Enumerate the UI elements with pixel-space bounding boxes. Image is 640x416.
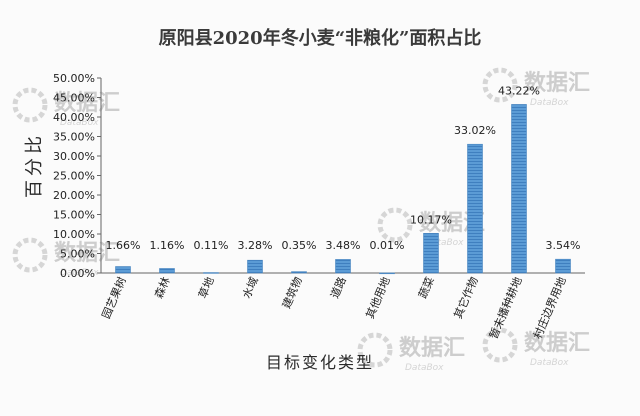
x-axis-title: 目标变化类型 (266, 353, 374, 372)
watermark-logo-icon (482, 327, 518, 363)
watermark: 数据汇 DataBox (12, 87, 120, 128)
y-tick-label: 5.00% (60, 248, 95, 261)
bar (379, 272, 395, 275)
data-label: 0.01% (370, 239, 405, 252)
category-label: 其他用地 (364, 275, 393, 321)
watermark: 数据汇 DataBox (482, 327, 590, 368)
watermark-text: 数据汇 (399, 335, 465, 361)
watermark: 数据汇 DataBox (482, 67, 590, 108)
watermark-subtext: DataBox (530, 98, 569, 108)
bar (115, 266, 131, 274)
watermark-logo-icon (12, 87, 48, 123)
bar (247, 259, 263, 274)
watermark-subtext: DataBox (60, 118, 99, 128)
data-label: 3.48% (326, 239, 361, 252)
bar (203, 272, 219, 274)
bar (335, 259, 351, 274)
watermark-text: 数据汇 (524, 70, 590, 96)
y-tick-label: 50.00% (53, 72, 95, 85)
watermark: 数据汇 DataBox (12, 237, 120, 278)
chart-title: 原阳县2020年冬小麦“非粮化”面积占比 (159, 27, 482, 49)
bar (511, 104, 527, 274)
category-label: 园艺果树 (99, 275, 129, 321)
y-tick-label: 40.00% (53, 111, 95, 124)
data-label-group: 1.66% 1.16% 0.11% 3.28% 0.35% 3.48% 0.01% 10.17… (106, 84, 581, 252)
y-tick-label: 15.00% (53, 209, 95, 222)
watermark: 数据汇 DataBox (357, 332, 465, 373)
y-tick-label: 25.00% (53, 170, 95, 183)
bar (555, 258, 571, 274)
bar (159, 268, 175, 274)
watermark-logo-icon (12, 237, 48, 273)
y-tick-label: 35.00% (53, 131, 95, 144)
bar (291, 271, 307, 274)
category-label-group: 园艺果树 森林 草地 水域 建筑物 道路 其他用地 蔬菜 其它作物 暂未播种耕地 村庄边界用地 (99, 275, 569, 341)
data-label: 3.28% (238, 239, 273, 252)
watermark-logo-icon (377, 207, 413, 243)
y-axis-title: 百分比 (24, 132, 45, 198)
category-label: 水域 (240, 275, 261, 300)
data-label: 33.02% (454, 124, 496, 137)
data-label: 43.22% (498, 84, 540, 97)
data-label: 0.35% (282, 239, 317, 252)
category-label: 道路 (327, 275, 348, 301)
y-tick-label: 45.00% (53, 92, 95, 105)
y-tick-label: 30.00% (53, 150, 95, 163)
bar (423, 233, 439, 274)
watermark-subtext: DataBox (425, 238, 464, 248)
watermark-subtext: DataBox (530, 358, 569, 368)
watermark-text: 数据汇 (524, 330, 590, 356)
watermark-logo-icon (482, 67, 518, 103)
category-label: 建筑物 (279, 275, 305, 311)
category-label: 其它作物 (451, 275, 481, 321)
y-tick-label: 20.00% (53, 189, 95, 202)
data-label: 1.16% (150, 239, 185, 252)
category-label: 森林 (151, 275, 172, 301)
category-label: 草地 (196, 275, 217, 300)
watermark-logo-icon (357, 332, 393, 368)
watermark-text: 数据汇 (54, 90, 120, 116)
watermark-text: 数据汇 (54, 240, 120, 266)
y-tick-group: 0.00% 5.00% 10.00% 15.00% 20.00% 25.00% 30.00%… (53, 72, 101, 280)
data-label: 0.11% (194, 239, 229, 252)
bar-group (115, 104, 571, 275)
category-label: 蔬菜 (416, 275, 437, 300)
data-label: 1.66% (106, 239, 141, 252)
watermark-subtext: DataBox (60, 268, 99, 278)
y-tick-label: 10.00% (53, 228, 95, 241)
y-tick-label: 0.00% (60, 267, 95, 280)
data-label: 3.54% (546, 239, 581, 252)
bar (467, 143, 483, 274)
data-label: 10.17% (410, 213, 452, 226)
watermark-subtext: DataBox (405, 363, 444, 373)
